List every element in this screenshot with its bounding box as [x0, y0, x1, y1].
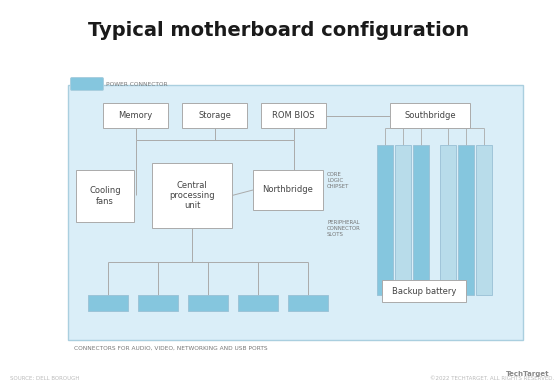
Text: CORE
LOGIC
CHIPSET: CORE LOGIC CHIPSET — [327, 172, 349, 189]
Bar — [188, 295, 228, 311]
Text: Northbridge: Northbridge — [263, 186, 314, 194]
Text: Southbridge: Southbridge — [404, 111, 456, 120]
Bar — [390, 103, 470, 128]
Text: Backup battery: Backup battery — [392, 286, 456, 296]
Bar — [395, 145, 411, 295]
Text: Storage: Storage — [198, 111, 231, 120]
Bar — [76, 170, 134, 222]
Bar — [382, 280, 466, 302]
Bar — [138, 295, 178, 311]
Bar — [413, 145, 429, 295]
Bar — [253, 170, 323, 210]
Text: POWER CONNECTOR: POWER CONNECTOR — [106, 82, 168, 87]
Bar — [440, 145, 456, 295]
Text: Central
processing
unit: Central processing unit — [169, 181, 215, 210]
Text: TechTarget: TechTarget — [506, 371, 550, 377]
Text: ©2022 TECHTARGET. ALL RIGHTS RESERVED.: ©2022 TECHTARGET. ALL RIGHTS RESERVED. — [430, 375, 555, 380]
Bar — [288, 295, 328, 311]
Bar — [182, 103, 247, 128]
Bar — [88, 295, 128, 311]
Bar — [476, 145, 492, 295]
Bar — [238, 295, 278, 311]
FancyBboxPatch shape — [70, 77, 103, 90]
Bar — [377, 145, 393, 295]
Text: Cooling
fans: Cooling fans — [89, 186, 121, 206]
Bar — [152, 163, 232, 228]
Bar — [68, 85, 523, 340]
Text: CONNECTORS FOR AUDIO, VIDEO, NETWORKING AND USB PORTS: CONNECTORS FOR AUDIO, VIDEO, NETWORKING … — [74, 346, 268, 351]
Text: Typical motherboard configuration: Typical motherboard configuration — [88, 20, 470, 40]
Text: Memory: Memory — [119, 111, 153, 120]
Text: PERIPHERAL
CONNECTOR
SLOTS: PERIPHERAL CONNECTOR SLOTS — [327, 220, 361, 237]
Bar — [103, 103, 168, 128]
Bar — [261, 103, 326, 128]
Text: ROM BIOS: ROM BIOS — [272, 111, 315, 120]
Bar — [458, 145, 474, 295]
Text: SOURCE: DELL BOROUGH: SOURCE: DELL BOROUGH — [10, 375, 79, 380]
